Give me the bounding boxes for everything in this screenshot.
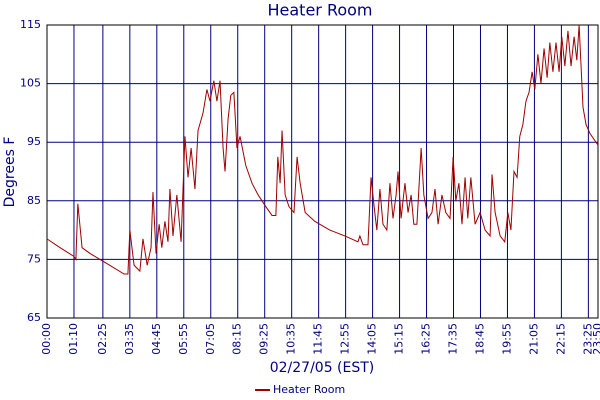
x-tick-label: 01:10 <box>67 323 80 355</box>
y-axis-label: Degrees F <box>2 137 18 208</box>
y-tick-label: 75 <box>27 252 41 265</box>
x-tick-label: 10:35 <box>285 323 298 355</box>
x-tick-label: 07:05 <box>204 323 217 355</box>
x-tick-label: 19:55 <box>500 323 513 355</box>
x-tick-label: 12:55 <box>339 323 352 355</box>
x-tick-label: 08:15 <box>231 323 244 355</box>
x-tick-label: 03:35 <box>123 323 136 355</box>
x-tick-label: 17:35 <box>447 323 460 355</box>
x-tick-label: 14:05 <box>366 323 379 355</box>
x-tick-label: 09:25 <box>258 323 271 355</box>
x-tick-label: 16:25 <box>420 323 433 355</box>
x-tick-label: 11:45 <box>312 323 325 355</box>
y-tick-label: 105 <box>20 77 41 90</box>
plot-border <box>46 24 599 319</box>
x-tick-label: 15:15 <box>393 323 406 355</box>
x-axis-label: 02/27/05 (EST) <box>270 360 375 376</box>
x-tick-label: 23:50 <box>591 323 600 355</box>
y-tick-label: 85 <box>27 194 41 207</box>
y-tick-label: 65 <box>27 311 41 324</box>
x-tick-label: 00:00 <box>40 323 53 355</box>
y-tick-label: 115 <box>20 18 41 31</box>
x-tick-label: 04:45 <box>150 323 163 355</box>
line <box>46 24 599 275</box>
x-tick-label: 23:25 <box>581 323 594 355</box>
x-tick-label: 05:55 <box>177 323 190 355</box>
x-tick-label: 22:15 <box>554 323 567 355</box>
x-tick-label: 02:25 <box>96 323 109 355</box>
chart-title: Heater Room <box>267 1 372 20</box>
x-tick-label: 18:45 <box>473 323 486 355</box>
legend-label: Heater Room <box>273 383 345 396</box>
y-tick-label: 95 <box>27 135 41 148</box>
x-tick-label: 21:05 <box>527 323 540 355</box>
